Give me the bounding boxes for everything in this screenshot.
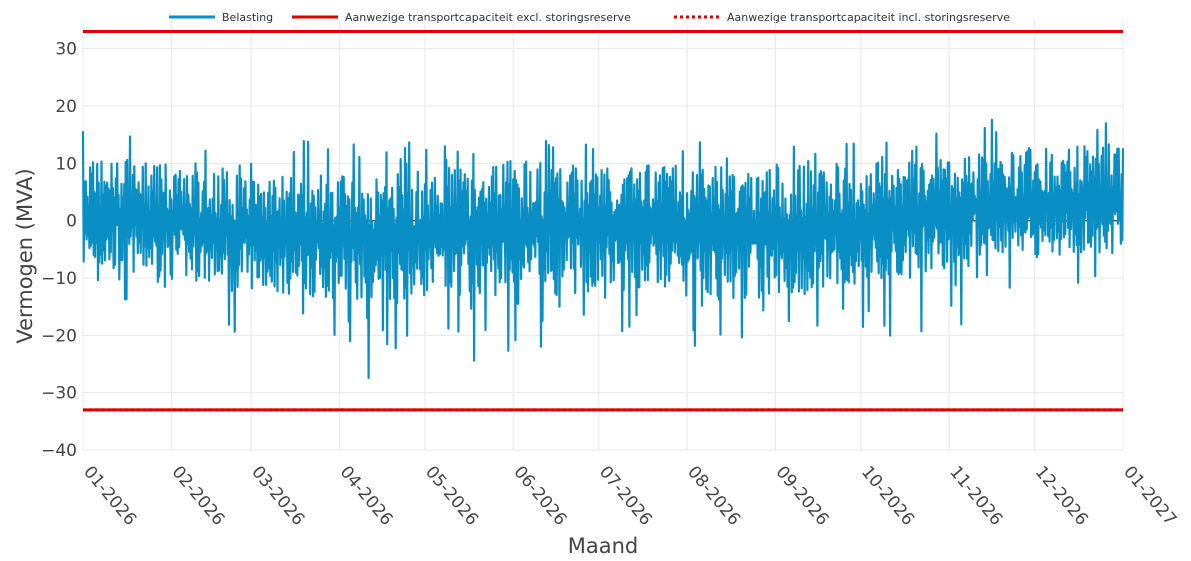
x-tick-label: 07-2026	[595, 462, 656, 529]
legend-label-belasting: Belasting	[222, 11, 273, 24]
x-axis-ticks: 01-2026 02-2026 03-2026 04-2026 05-2026 06-20…	[79, 462, 1180, 529]
y-axis-ticks: 30 20 10 0 −10 −20 −30 −40	[41, 40, 77, 461]
x-tick-label: 12-2026	[1031, 462, 1092, 529]
y-tick-label: −30	[41, 384, 77, 404]
y-tick-label: 20	[55, 97, 77, 117]
series-belasting	[81, 118, 1125, 379]
y-tick-label: 10	[55, 154, 77, 174]
x-tick-label: 05-2026	[421, 462, 482, 529]
x-tick-label: 06-2026	[509, 462, 570, 529]
y-tick-label: −40	[41, 441, 77, 461]
y-axis-title: Vermogen (MVA)	[13, 168, 37, 343]
x-tick-label: 08-2026	[683, 462, 744, 529]
x-tick-label: 11-2026	[945, 462, 1006, 529]
x-tick-label: 09-2026	[772, 462, 833, 529]
y-tick-label: −20	[41, 326, 77, 346]
y-tick-label: −10	[41, 269, 77, 289]
legend: Belasting Aanwezige transportcapaciteit …	[169, 11, 1010, 24]
x-tick-label: 01-2026	[79, 462, 140, 529]
x-tick-label: 03-2026	[247, 462, 308, 529]
x-tick-label: 02-2026	[167, 462, 228, 529]
x-tick-label: 10-2026	[857, 462, 918, 529]
line-belasting	[81, 118, 1125, 379]
y-tick-label: 0	[66, 212, 77, 232]
legend-label-incl: Aanwezige transportcapaciteit incl. stor…	[727, 11, 1010, 24]
y-tick-label: 30	[55, 40, 77, 60]
x-tick-label: 01-2027	[1119, 462, 1180, 529]
x-axis-title: Maand	[568, 534, 639, 558]
capacity-lines	[83, 29, 1123, 412]
legend-label-excl: Aanwezige transportcapaciteit excl. stor…	[345, 11, 631, 24]
x-tick-label: 04-2026	[336, 462, 397, 529]
